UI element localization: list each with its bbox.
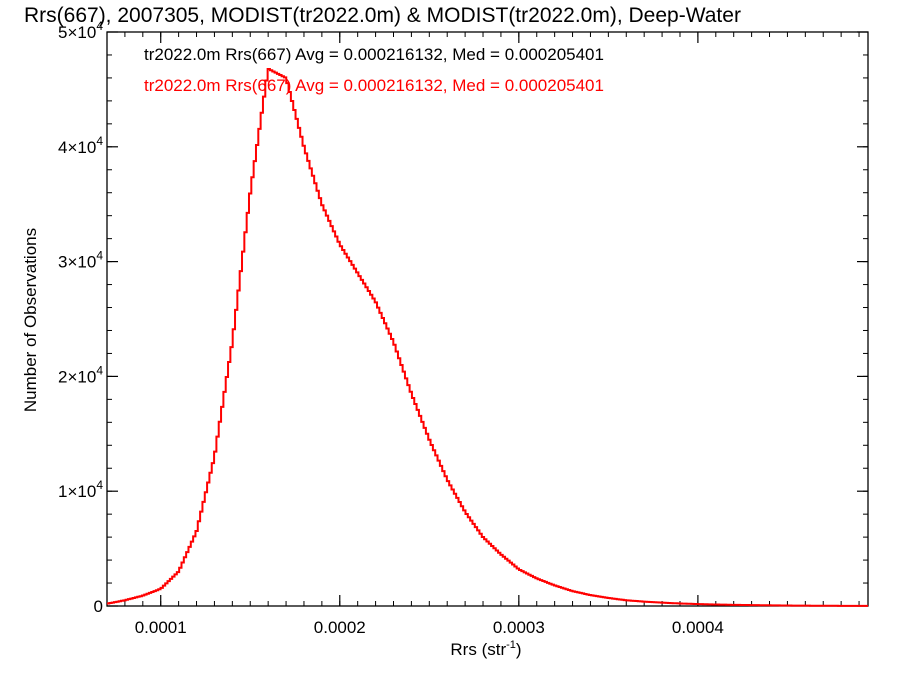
- x-tick-label: 0.0001: [135, 618, 187, 637]
- plot-border: [106, 31, 869, 607]
- x-tick-label: 0.0002: [314, 618, 366, 637]
- annotation-black: tr2022.0m Rrs(667) Avg = 0.000216132, Me…: [144, 45, 604, 64]
- x-tick-label: 0.0003: [493, 618, 545, 637]
- plot-frame: [106, 31, 869, 607]
- y-axis-label: Number of Observations: [21, 228, 40, 412]
- histogram-series-line: [107, 68, 868, 607]
- y-tick-label: 5×104: [58, 19, 103, 42]
- y-tick-label: 0: [94, 597, 103, 616]
- series-layer: [107, 68, 868, 607]
- y-tick-label: 2×104: [58, 363, 103, 386]
- y-tick-label: 3×104: [58, 249, 103, 272]
- x-axis-ticks: 0.0001 0.0002 0.0003 0.0004: [106, 32, 860, 637]
- annotation-red: tr2022.0m Rrs(667) Avg = 0.000216132, Me…: [144, 76, 604, 95]
- y-axis-ticks: 0 1×104 2×104 3×104 4×104 5×104: [58, 19, 868, 616]
- x-axis-label: Rrs (str-1): [450, 639, 521, 659]
- y-tick-label: 1×104: [58, 478, 103, 501]
- x-tick-label: 0.0004: [672, 618, 724, 637]
- y-tick-label: 4×104: [58, 134, 103, 157]
- chart-title: Rrs(667), 2007305, MODIST(tr2022.0m) & M…: [24, 4, 741, 27]
